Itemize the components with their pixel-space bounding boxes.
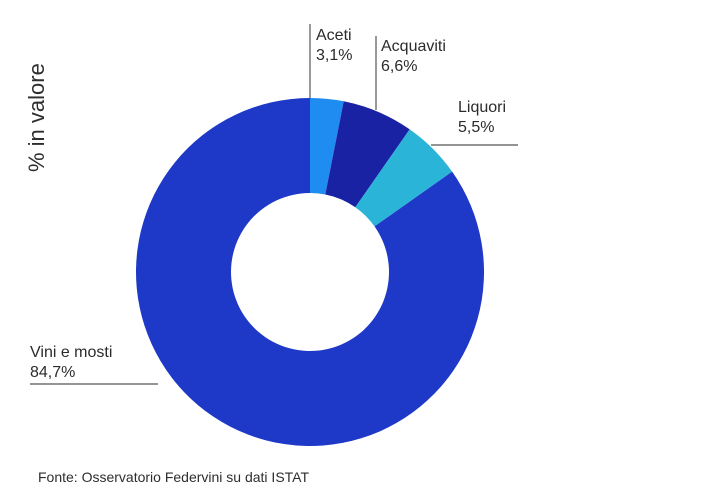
slice-name-liquori: Liquori — [458, 99, 506, 116]
slice-value-vini-e-mosti: 84,7% — [30, 364, 75, 381]
slice-value-acquaviti: 6,6% — [381, 58, 417, 75]
y-axis-label: % in valore — [24, 63, 49, 172]
slice-aceti — [310, 98, 344, 195]
donut-chart: Aceti 3,1% Acquaviti 6,6% Liquori 5,5% Vini e … — [30, 24, 518, 446]
slice-name-vini-e-mosti: Vini e mosti — [30, 344, 112, 361]
slice-vini-e-mosti — [136, 98, 484, 446]
y-axis-label-box: % in valore — [24, 63, 49, 172]
slice-value-aceti: 3,1% — [316, 47, 352, 64]
source-note: Fonte: Osservatorio Federvini su dati IS… — [38, 469, 310, 485]
slice-liquori — [355, 129, 453, 227]
slice-name-acquaviti: Acquaviti — [381, 38, 446, 55]
slice-value-liquori: 5,5% — [458, 119, 494, 136]
slice-acquaviti — [325, 101, 410, 208]
slice-name-aceti: Aceti — [316, 27, 352, 44]
